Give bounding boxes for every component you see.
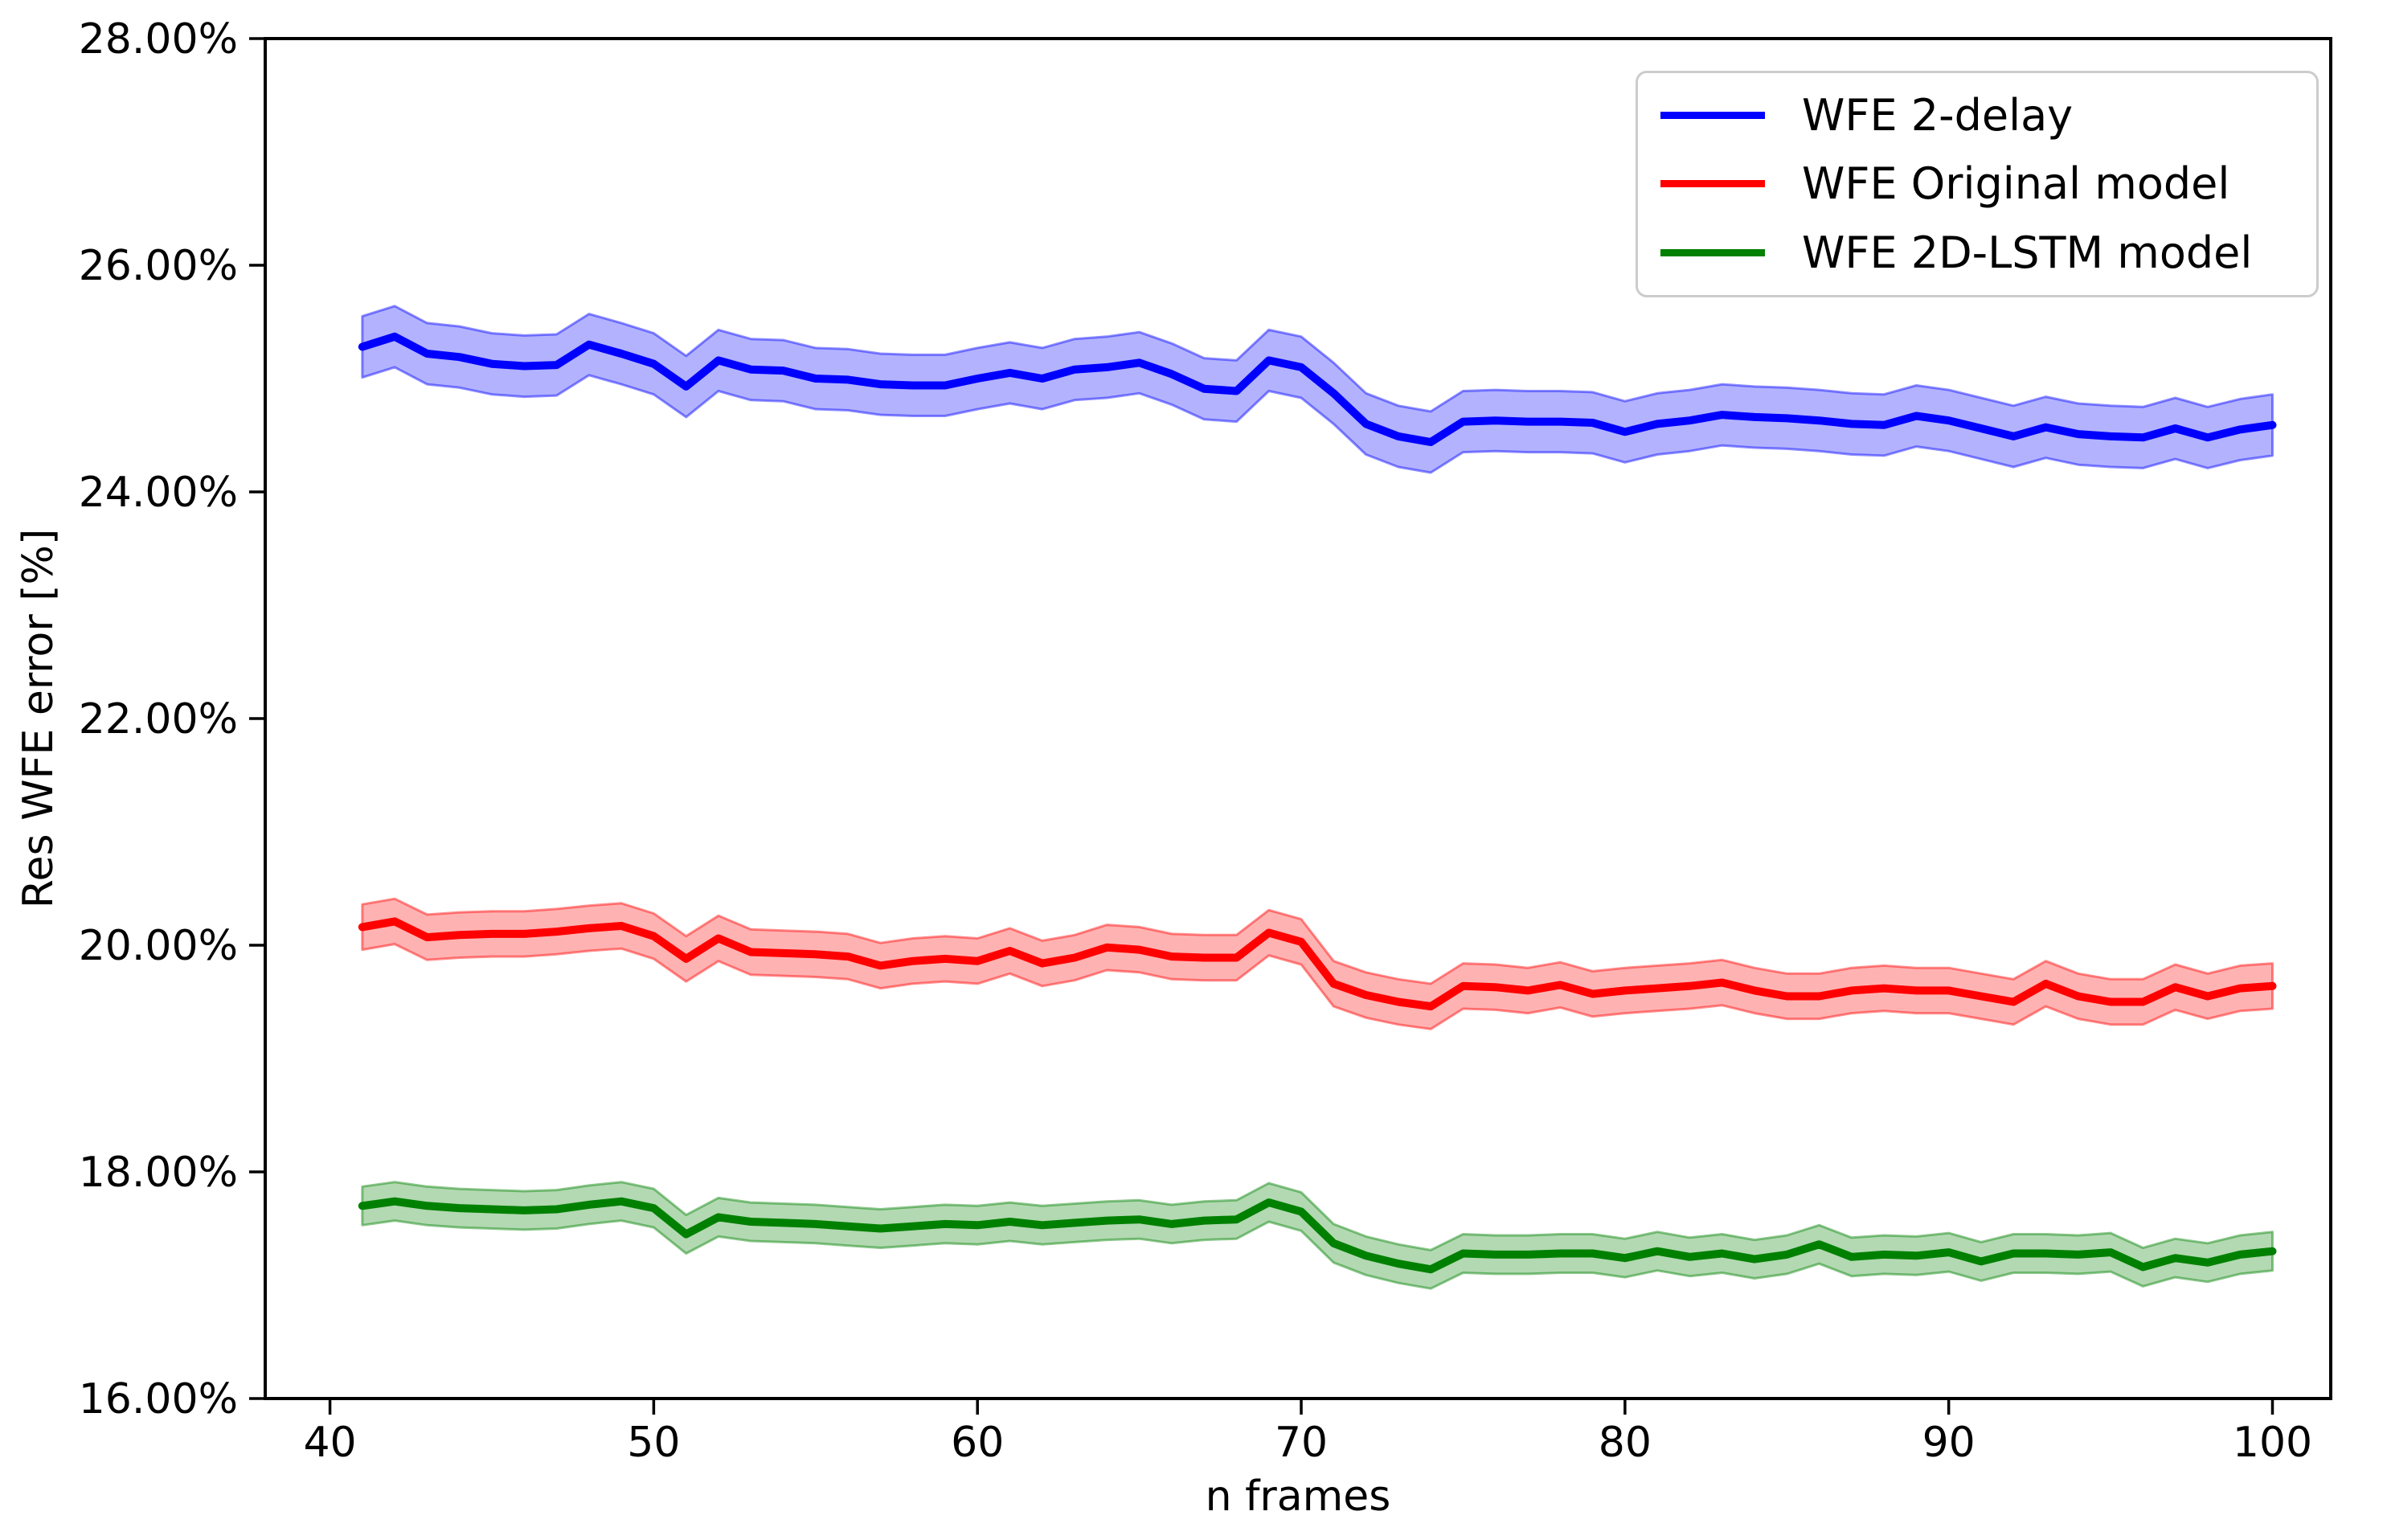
y-tick-label: 28.00%: [79, 15, 238, 63]
x-axis-label: n frames: [1205, 1472, 1391, 1521]
legend-line-sample: [1660, 112, 1765, 120]
legend-item: WFE 2D-LSTM model: [1660, 227, 2316, 278]
legend-label: WFE 2D-LSTM model: [1802, 227, 2253, 278]
y-tick-label: 26.00%: [79, 242, 238, 290]
series-band-2: [361, 1181, 2274, 1290]
series-band-0: [361, 305, 2274, 474]
x-tick-label: 90: [1922, 1419, 1976, 1467]
legend-line-sample: [1660, 180, 1765, 188]
series-line-0: [358, 332, 2277, 446]
legend-label: WFE Original model: [1802, 158, 2230, 210]
legend-label: WFE 2-delay: [1802, 90, 2074, 141]
y-tick-label: 18.00%: [79, 1149, 238, 1197]
series-line-1: [358, 917, 2277, 1011]
x-tick-label: 100: [2233, 1419, 2312, 1467]
y-tick-label: 16.00%: [79, 1375, 238, 1423]
x-tick-label: 60: [951, 1419, 1004, 1467]
y-axis-label: Res WFE error [%]: [14, 528, 63, 909]
x-tick-label: 40: [303, 1419, 356, 1467]
legend: WFE 2-delay WFE Original model WFE 2D-LSTM…: [1636, 71, 2319, 297]
x-tick-label: 70: [1275, 1419, 1328, 1467]
y-tick-label: 22.00%: [79, 695, 238, 743]
y-tick-label: 20.00%: [79, 922, 238, 970]
series-line-2: [358, 1197, 2277, 1274]
x-tick-label: 80: [1599, 1419, 1652, 1467]
legend-item: WFE Original model: [1660, 158, 2316, 209]
legend-item: WFE 2-delay: [1660, 90, 2316, 141]
y-tick-label: 24.00%: [79, 469, 238, 517]
legend-line-sample: [1660, 248, 1765, 256]
x-tick-label: 50: [627, 1419, 680, 1467]
